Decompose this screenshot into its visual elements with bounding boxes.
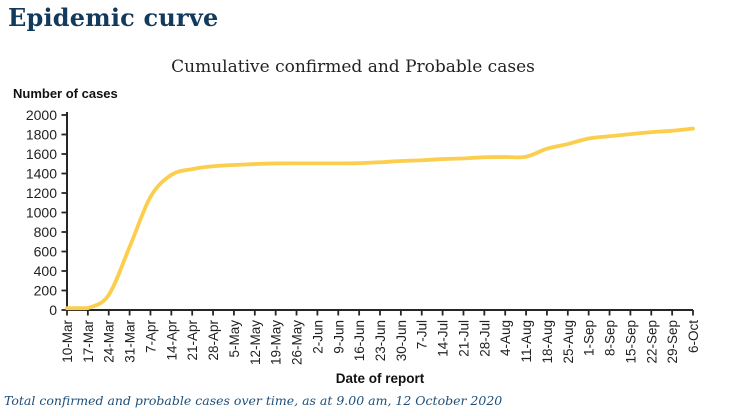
x-tick-label: 18-Aug (540, 320, 555, 364)
x-tick-label: 2-Jun (310, 320, 325, 354)
x-tick-label: 8-Sep (603, 320, 618, 356)
x-tick-label: 1-Sep (582, 320, 597, 356)
y-tick-label: 600 (34, 244, 58, 260)
x-tick-label: 17-Mar (81, 320, 96, 363)
x-tick-label: 7-Apr (143, 319, 158, 353)
y-tick-label: 2000 (26, 107, 57, 123)
x-tick-label: 11-Aug (519, 320, 534, 363)
footer-note: Total confirmed and probable cases over … (4, 393, 503, 408)
x-tick-label: 23-Jun (373, 320, 388, 361)
y-axis-title: Number of cases (13, 86, 118, 101)
y-tick-label: 1600 (26, 146, 57, 162)
x-tick-label: 7-Jul (415, 320, 430, 349)
x-axis-title: Date of report (335, 371, 425, 386)
x-tick-label: 10-Mar (60, 320, 75, 363)
y-tick-label: 1800 (26, 127, 57, 143)
x-tick-label: 22-Sep (644, 320, 659, 364)
x-tick-label: 21-Jul (456, 320, 471, 357)
y-tick-label: 1200 (26, 185, 57, 201)
y-tick-label: 400 (34, 263, 58, 279)
x-tick-label: 29-Sep (665, 320, 680, 364)
x-tick-label: 24-Mar (102, 320, 117, 363)
x-tick-label: 12-May (248, 320, 263, 365)
x-tick-label: 16-Jun (352, 320, 367, 361)
y-tick-label: 200 (34, 283, 58, 299)
x-tick-label: 31-Mar (123, 320, 138, 363)
x-tick-label: 19-May (269, 320, 284, 365)
x-tick-label: 28-Apr (206, 320, 221, 361)
x-tick-label: 14-Apr (164, 320, 179, 361)
x-tick-label: 25-Aug (561, 320, 576, 364)
x-tick-label: 15-Sep (623, 320, 638, 364)
chart-title: Cumulative confirmed and Probable cases (171, 57, 535, 77)
x-tick-label: 5-May (227, 320, 242, 358)
x-tick-label: 21-Apr (185, 320, 200, 361)
y-tick-label: 1400 (26, 166, 57, 182)
page-title: Epidemic curve (8, 3, 219, 32)
y-tick-label: 800 (34, 224, 58, 240)
x-tick-label: 14-Jul (436, 320, 451, 357)
y-tick-label: 1000 (26, 205, 57, 221)
x-tick-label: 9-Jun (331, 320, 346, 354)
cumulative-cases-series-line (65, 126, 695, 311)
x-tick-label: 6-Oct (686, 320, 701, 353)
x-tick-label: 28-Jul (477, 320, 492, 357)
y-tick-label: 0 (49, 302, 57, 318)
x-tick-label: 30-Jun (394, 320, 409, 361)
x-tick-label: 4-Aug (498, 320, 513, 356)
x-tick-label: 26-May (290, 320, 305, 365)
